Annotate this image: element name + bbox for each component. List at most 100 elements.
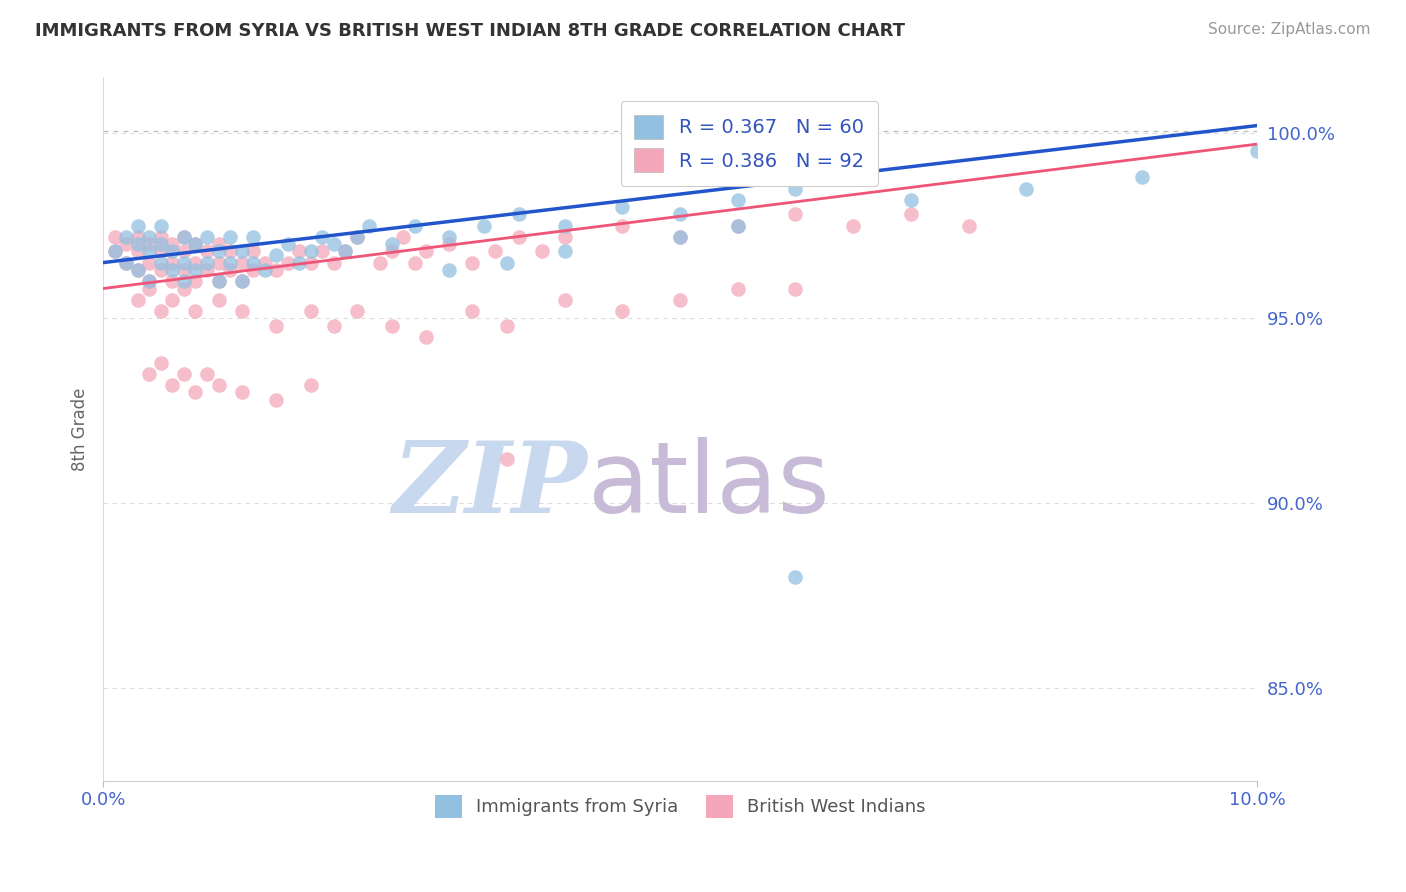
Point <box>299 244 322 259</box>
Legend: Immigrants from Syria, British West Indians: Immigrants from Syria, British West Indi… <box>427 789 932 825</box>
Point <box>669 207 692 221</box>
Point <box>311 229 333 244</box>
Point <box>727 193 749 207</box>
Point <box>173 229 195 244</box>
Point <box>264 392 287 407</box>
Point <box>785 281 807 295</box>
Point <box>207 377 229 392</box>
Point <box>346 229 368 244</box>
Point <box>138 237 160 252</box>
Point <box>149 229 172 244</box>
Point <box>195 244 218 259</box>
Point <box>149 255 172 269</box>
Point <box>415 329 437 343</box>
Point <box>299 377 322 392</box>
Point <box>149 263 172 277</box>
Point <box>484 244 506 259</box>
Point <box>311 244 333 259</box>
Point <box>207 293 229 307</box>
Point <box>149 244 172 259</box>
Point <box>288 255 311 269</box>
Point <box>231 255 253 269</box>
Point <box>554 293 576 307</box>
Point <box>299 303 322 318</box>
Point <box>957 219 980 233</box>
Point <box>277 237 299 252</box>
Point <box>785 570 807 584</box>
Point <box>127 237 149 252</box>
Point <box>346 229 368 244</box>
Point <box>900 193 922 207</box>
Point <box>231 274 253 288</box>
Point <box>162 274 184 288</box>
Point <box>162 377 184 392</box>
Point <box>138 255 160 269</box>
Point <box>530 244 553 259</box>
Point <box>508 229 530 244</box>
Point <box>184 385 207 400</box>
Point <box>149 355 172 369</box>
Point <box>162 263 184 277</box>
Point <box>368 255 391 269</box>
Point <box>842 170 865 185</box>
Point <box>253 263 276 277</box>
Point <box>669 293 692 307</box>
Point <box>1246 145 1268 159</box>
Point <box>496 318 519 333</box>
Point <box>785 207 807 221</box>
Point <box>335 244 357 259</box>
Point <box>322 318 344 333</box>
Point <box>219 255 242 269</box>
Point <box>127 219 149 233</box>
Point <box>184 274 207 288</box>
Point <box>127 244 149 259</box>
Point <box>612 219 634 233</box>
Point <box>162 255 184 269</box>
Point <box>231 303 253 318</box>
Point <box>277 255 299 269</box>
Text: IMMIGRANTS FROM SYRIA VS BRITISH WEST INDIAN 8TH GRADE CORRELATION CHART: IMMIGRANTS FROM SYRIA VS BRITISH WEST IN… <box>35 22 905 40</box>
Point <box>381 318 404 333</box>
Point <box>219 229 242 244</box>
Point <box>104 244 127 259</box>
Point <box>288 244 311 259</box>
Point <box>242 229 264 244</box>
Point <box>138 229 160 244</box>
Point <box>138 244 160 259</box>
Point <box>184 237 207 252</box>
Point <box>381 237 404 252</box>
Point <box>415 244 437 259</box>
Point <box>612 303 634 318</box>
Point <box>472 219 495 233</box>
Point <box>207 274 229 288</box>
Point <box>357 219 380 233</box>
Point <box>173 281 195 295</box>
Point <box>127 293 149 307</box>
Point <box>207 237 229 252</box>
Point <box>264 263 287 277</box>
Point <box>554 229 576 244</box>
Point <box>381 244 404 259</box>
Point <box>184 237 207 252</box>
Point <box>335 244 357 259</box>
Point <box>138 274 160 288</box>
Point <box>173 274 195 288</box>
Point <box>669 229 692 244</box>
Point <box>127 229 149 244</box>
Point <box>219 244 242 259</box>
Point <box>115 229 138 244</box>
Point <box>195 367 218 381</box>
Point <box>496 451 519 466</box>
Point <box>173 255 195 269</box>
Point <box>231 274 253 288</box>
Point <box>439 237 461 252</box>
Text: atlas: atlas <box>588 437 830 534</box>
Point <box>322 237 344 252</box>
Point <box>346 303 368 318</box>
Point <box>207 274 229 288</box>
Point <box>242 255 264 269</box>
Point <box>127 263 149 277</box>
Point <box>1015 181 1038 195</box>
Point <box>785 181 807 195</box>
Point <box>439 229 461 244</box>
